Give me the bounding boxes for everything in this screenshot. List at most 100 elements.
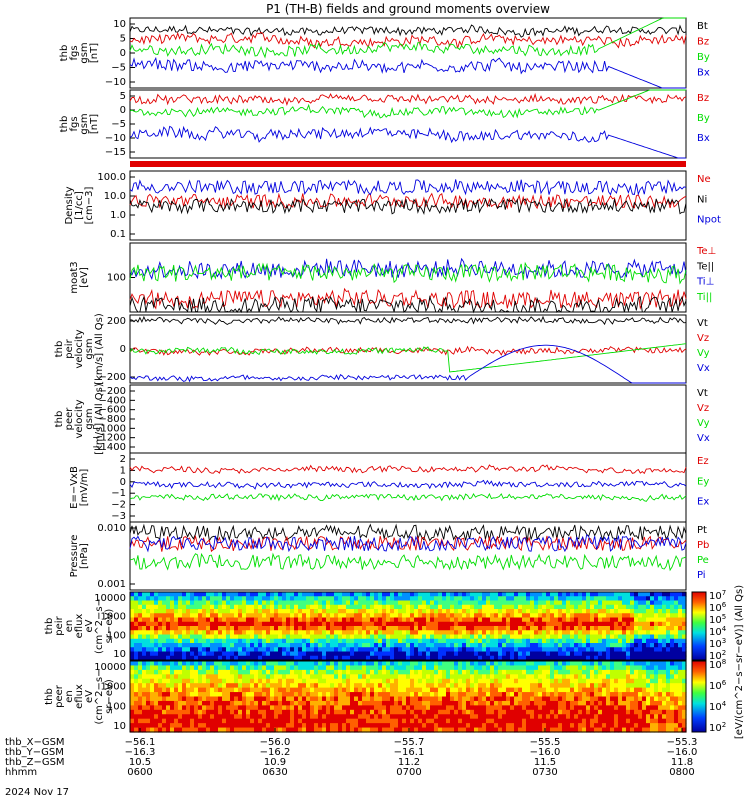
spectrogram-cell — [650, 723, 655, 729]
spectrogram-cell — [658, 651, 663, 657]
spectrogram-cell — [438, 723, 443, 729]
spectrogram-cell — [338, 661, 343, 667]
spectrogram-cell — [234, 696, 239, 702]
ytick-label: −15 — [105, 147, 126, 158]
spectrogram-cell — [206, 655, 211, 661]
spectrogram-cell — [350, 665, 355, 671]
spectrogram-cell — [590, 609, 595, 614]
spectrogram-cell — [330, 613, 335, 619]
spectrogram-cell — [194, 630, 199, 636]
spectrogram-cell — [434, 600, 439, 606]
spectrogram-cell — [614, 655, 619, 661]
spectrogram-cell — [330, 604, 335, 610]
spectrogram-cell — [602, 609, 607, 614]
spectrogram-cell — [598, 638, 603, 644]
spectrogram-cell — [142, 709, 147, 715]
ytick-label: −800 — [99, 414, 126, 425]
spectrogram-cell — [290, 661, 295, 667]
spectrogram-cell — [374, 626, 379, 631]
spectrogram-cell — [522, 634, 527, 640]
spectrogram-cell — [446, 709, 451, 715]
spectrogram-cell — [318, 655, 323, 661]
spectrogram-cell — [390, 692, 395, 698]
spectrogram-cell — [390, 638, 395, 644]
spectrogram-cell — [230, 723, 235, 729]
spectrogram-cell — [382, 638, 387, 644]
spectrogram-cell — [434, 687, 439, 693]
spectrogram-cell — [678, 613, 683, 619]
spectrogram-cell — [602, 596, 607, 602]
spectrogram-cell — [322, 600, 327, 606]
spectrogram-cell — [174, 714, 179, 720]
spectrogram-cell — [386, 600, 391, 606]
spectrogram-cell — [374, 709, 379, 715]
spectrogram-cell — [534, 661, 539, 667]
spectrogram-cell — [382, 705, 387, 711]
spectrogram-cell — [498, 700, 503, 706]
spectrogram-cell — [678, 651, 683, 657]
spectrogram-cell — [310, 651, 315, 657]
spectrogram-cell — [402, 638, 407, 644]
spectrogram-cell — [558, 678, 563, 684]
spectrogram-cell — [150, 621, 155, 627]
spectrogram-cell — [518, 600, 523, 606]
spectrogram-cell — [434, 638, 439, 644]
spectrogram-cell — [502, 609, 507, 614]
spectrogram-cell — [270, 687, 275, 693]
spectrogram-cell — [622, 700, 627, 706]
spectrogram-cell — [194, 709, 199, 715]
spectrogram-cell — [666, 600, 671, 606]
spectrogram-cell — [134, 630, 139, 636]
spectrogram-cell — [330, 723, 335, 729]
spectrogram-cell — [450, 609, 455, 614]
spectrogram-cell — [242, 718, 247, 724]
spectrogram-cell — [202, 600, 207, 606]
spectrogram-cell — [342, 727, 347, 733]
spectrogram-cell — [678, 687, 683, 693]
spectrogram-cell — [250, 727, 255, 733]
spectrogram-cell — [154, 647, 159, 653]
spectrogram-cell — [494, 665, 499, 671]
spectrogram-cell — [514, 626, 519, 631]
spectrogram-cell — [218, 617, 223, 623]
spectrogram-cell — [606, 609, 611, 614]
spectrogram-cell — [274, 626, 279, 631]
spectrogram-cell — [170, 669, 175, 675]
ytick-label: −10 — [105, 133, 126, 144]
spectrogram-cell — [130, 617, 135, 623]
spectrogram-cell — [442, 647, 447, 653]
spectrogram-cell — [566, 714, 571, 720]
spectrogram-cell — [206, 709, 211, 715]
spectrogram-cell — [154, 678, 159, 684]
spectrogram-cell — [390, 678, 395, 684]
spectrogram-cell — [470, 621, 475, 627]
spectrogram-cell — [210, 674, 215, 680]
spectrogram-cell — [318, 678, 323, 684]
spectrogram-cell — [418, 705, 423, 711]
spectrogram-cell — [334, 661, 339, 667]
spectrogram-cell — [246, 630, 251, 636]
spectrogram-cell — [202, 638, 207, 644]
spectrogram-cell — [202, 723, 207, 729]
spectrogram-cell — [374, 700, 379, 706]
spectrogram-cell — [214, 692, 219, 698]
spectrogram-cell — [358, 647, 363, 653]
spectrogram-cell — [482, 727, 487, 733]
spectrogram-cell — [506, 630, 511, 636]
spectrogram-cell — [674, 709, 679, 715]
spectrogram-cell — [506, 692, 511, 698]
spectrogram-cell — [282, 626, 287, 631]
spectrogram-cell — [130, 678, 135, 684]
spectrogram-cell — [390, 592, 395, 597]
spectrogram-cell — [662, 669, 667, 675]
spectrogram-cell — [582, 683, 587, 689]
spectrogram-cell — [354, 665, 359, 671]
spectrogram-cell — [574, 651, 579, 657]
spectrogram-cell — [434, 718, 439, 724]
ytick-label: 10000 — [94, 593, 126, 604]
spectrogram-cell — [674, 705, 679, 711]
spectrogram-cell — [162, 651, 167, 657]
spectrogram-cell — [426, 638, 431, 644]
spectrogram-cell — [338, 643, 343, 648]
spectrogram-cell — [394, 669, 399, 675]
